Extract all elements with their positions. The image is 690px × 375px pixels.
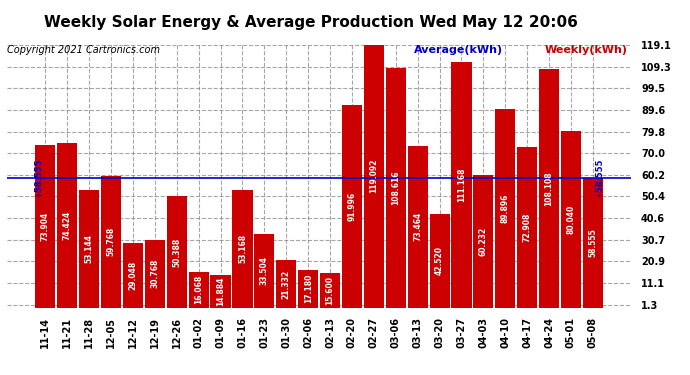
Bar bbox=[495, 110, 515, 308]
Text: 74.424: 74.424 bbox=[63, 211, 72, 240]
Bar bbox=[188, 272, 209, 308]
Bar bbox=[583, 178, 603, 308]
Bar bbox=[429, 214, 450, 308]
Bar bbox=[123, 243, 143, 308]
Text: Weekly Solar Energy & Average Production Wed May 12 20:06: Weekly Solar Energy & Average Production… bbox=[43, 15, 578, 30]
Text: 73.464: 73.464 bbox=[413, 212, 422, 241]
Text: 60.232: 60.232 bbox=[479, 226, 488, 256]
Text: 91.996: 91.996 bbox=[348, 192, 357, 220]
Text: 58.555: 58.555 bbox=[589, 229, 598, 257]
Bar bbox=[561, 131, 581, 308]
Text: 73.904: 73.904 bbox=[41, 211, 50, 241]
Text: 108.616: 108.616 bbox=[391, 171, 400, 205]
Text: +58.555: +58.555 bbox=[595, 159, 604, 198]
Bar bbox=[364, 45, 384, 308]
Text: 21.332: 21.332 bbox=[282, 269, 290, 298]
Text: 53.144: 53.144 bbox=[85, 234, 94, 263]
Bar bbox=[101, 176, 121, 308]
Bar bbox=[57, 144, 77, 308]
Text: 53.168: 53.168 bbox=[238, 234, 247, 264]
Text: 108.108: 108.108 bbox=[544, 171, 553, 206]
Text: 14.884: 14.884 bbox=[216, 276, 225, 306]
Bar bbox=[276, 261, 296, 308]
Text: Copyright 2021 Cartronics.com: Copyright 2021 Cartronics.com bbox=[7, 45, 160, 55]
Text: 111.168: 111.168 bbox=[457, 168, 466, 202]
Text: 119.092: 119.092 bbox=[369, 159, 378, 194]
Bar bbox=[79, 190, 99, 308]
Text: 42.520: 42.520 bbox=[435, 246, 444, 275]
Text: 72.908: 72.908 bbox=[523, 213, 532, 242]
Bar bbox=[298, 270, 318, 308]
Text: 16.068: 16.068 bbox=[194, 275, 203, 304]
Text: 29.048: 29.048 bbox=[128, 261, 137, 290]
Text: 89.896: 89.896 bbox=[501, 194, 510, 223]
Bar bbox=[145, 240, 165, 308]
Text: 50.388: 50.388 bbox=[172, 237, 181, 267]
Text: 59.768: 59.768 bbox=[106, 227, 115, 256]
Text: +58.555: +58.555 bbox=[34, 159, 43, 198]
Bar bbox=[386, 68, 406, 308]
Text: Average(kWh): Average(kWh) bbox=[414, 45, 503, 55]
Text: 15.600: 15.600 bbox=[326, 276, 335, 305]
Text: 33.504: 33.504 bbox=[260, 256, 269, 285]
Text: 30.768: 30.768 bbox=[150, 259, 159, 288]
Text: 80.040: 80.040 bbox=[566, 205, 575, 234]
Bar bbox=[517, 147, 538, 308]
Bar bbox=[35, 145, 55, 308]
Bar bbox=[210, 275, 230, 308]
Text: Weekly(kWh): Weekly(kWh) bbox=[545, 45, 628, 55]
Text: 17.180: 17.180 bbox=[304, 274, 313, 303]
Bar bbox=[320, 273, 340, 308]
Bar bbox=[408, 146, 428, 308]
Bar bbox=[473, 175, 493, 308]
Bar bbox=[451, 63, 471, 308]
Bar bbox=[233, 190, 253, 308]
Bar bbox=[255, 234, 275, 308]
Bar bbox=[342, 105, 362, 308]
Bar bbox=[167, 196, 187, 308]
Bar bbox=[539, 69, 559, 308]
